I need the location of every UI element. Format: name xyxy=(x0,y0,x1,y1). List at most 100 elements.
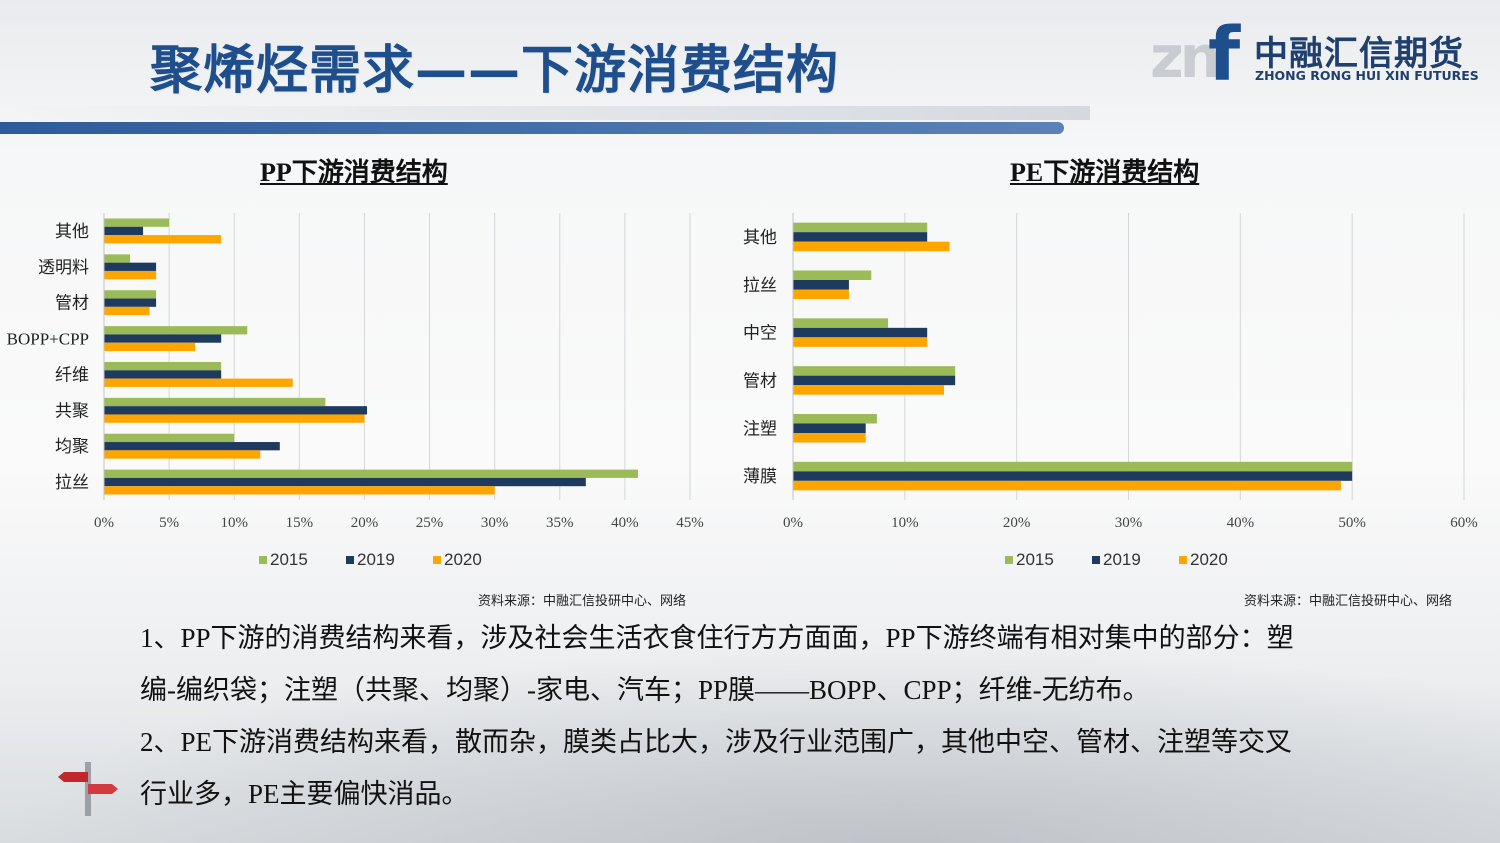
x-tick-label: 10% xyxy=(891,515,919,531)
company-logo: zn f 中融汇信期货 ZHONG RONG HUI XIN FUTURES xyxy=(1150,18,1479,92)
bar-2020 xyxy=(104,235,222,244)
pe-chart-source: 资料来源：中融汇信投研中心、网络 xyxy=(1244,594,1453,609)
bar-2020 xyxy=(793,241,950,252)
bar-2020 xyxy=(104,486,495,495)
background-swoosh xyxy=(0,640,1500,843)
x-tick-label: 20% xyxy=(351,515,379,531)
x-tick-label: 40% xyxy=(611,515,639,531)
legend-label: 2015 xyxy=(270,550,308,569)
bar-2019 xyxy=(793,423,866,433)
x-tick-label: 25% xyxy=(416,515,444,531)
bar-2019 xyxy=(104,442,280,451)
bar-2020 xyxy=(104,450,261,459)
legend-swatch xyxy=(259,556,267,564)
bar-2015 xyxy=(104,433,235,443)
bar-2019 xyxy=(104,406,368,415)
bar-2020 xyxy=(104,414,365,423)
x-tick-label: 35% xyxy=(546,515,574,531)
header-shadow-band xyxy=(0,106,1090,120)
x-tick-label: 5% xyxy=(159,515,179,531)
logo-company-english: ZHONG RONG HUI XIN FUTURES xyxy=(1255,68,1479,83)
legend-swatch xyxy=(1092,556,1100,564)
bar-2019 xyxy=(104,226,144,236)
paragraph-pe-line2: 行业多，PE主要偏快消品。 xyxy=(140,779,469,809)
page-title: 聚烯烃需求——下游消费结构 xyxy=(150,41,840,101)
legend-swatch xyxy=(1005,556,1013,564)
category-label: 中空 xyxy=(743,324,777,343)
bar-2019 xyxy=(793,232,928,242)
legend-swatch xyxy=(433,556,441,564)
legend-label: 2019 xyxy=(1103,550,1141,569)
bar-2019 xyxy=(104,370,222,379)
bar-2015 xyxy=(104,290,157,299)
category-label: 共聚 xyxy=(55,401,89,420)
category-label: 注塑 xyxy=(743,419,777,438)
bar-2020 xyxy=(104,342,196,352)
x-tick-label: 40% xyxy=(1227,515,1255,531)
bar-2019 xyxy=(104,334,222,343)
legend-swatch xyxy=(1179,556,1187,564)
bar-2015 xyxy=(793,461,1353,472)
bar-2020 xyxy=(793,289,849,299)
bar-2015 xyxy=(793,270,872,280)
bar-2019 xyxy=(104,477,586,487)
bar-2019 xyxy=(793,375,956,386)
bar-2015 xyxy=(104,254,131,263)
bar-2020 xyxy=(793,480,1341,491)
paragraph-pe-line1: 2、PE下游消费结构来看，散而杂，膜类占比大，涉及行业范围广，其他中空、管材、注… xyxy=(140,727,1293,757)
x-tick-label: 10% xyxy=(220,515,248,531)
logo-mark: zn xyxy=(1150,23,1221,91)
pp-chart-source: 资料来源：中融汇信投研中心、网络 xyxy=(478,594,687,609)
paragraph-pp-line2: 编-编织袋；注塑（共聚、均聚）-家电、汽车；PP膜——BOPP、CPP；纤维-无… xyxy=(140,675,1150,705)
bar-2020 xyxy=(793,433,866,443)
category-label: 均聚 xyxy=(55,437,89,456)
x-tick-label: 30% xyxy=(481,515,509,531)
pe-chart-title: PE下游消费结构 xyxy=(1010,158,1200,187)
bar-2019 xyxy=(793,280,849,290)
bar-2015 xyxy=(104,326,248,335)
legend-label: 2019 xyxy=(357,550,395,569)
logo-company-name: 中融汇信期货 xyxy=(1254,34,1464,74)
bar-2015 xyxy=(793,414,877,424)
x-tick-label: 30% xyxy=(1115,515,1143,531)
category-label: 其他 xyxy=(55,222,89,241)
legend-label: 2020 xyxy=(444,550,482,569)
bar-2015 xyxy=(793,222,928,233)
bar-2020 xyxy=(104,270,157,280)
pp-chart-title: PP下游消费结构 xyxy=(260,158,448,187)
bar-2015 xyxy=(104,361,222,371)
x-tick-label: 60% xyxy=(1450,515,1478,531)
legend-label: 2015 xyxy=(1016,550,1054,569)
signpost-icon xyxy=(58,762,118,816)
bar-2020 xyxy=(104,378,293,387)
x-tick-label: 45% xyxy=(676,515,704,531)
bar-2019 xyxy=(104,298,157,307)
x-tick-label: 20% xyxy=(1003,515,1031,531)
category-label: 其他 xyxy=(743,228,777,247)
legend-swatch xyxy=(346,556,354,564)
bar-2020 xyxy=(104,306,150,316)
category-label: BOPP+CPP xyxy=(7,330,89,349)
category-label: 拉丝 xyxy=(743,276,777,295)
category-label: 透明料 xyxy=(38,258,89,277)
bar-2019 xyxy=(793,471,1353,481)
category-label: 管材 xyxy=(743,371,777,390)
bar-2015 xyxy=(104,397,326,407)
x-tick-label: 50% xyxy=(1338,515,1366,531)
legend-label: 2020 xyxy=(1190,550,1228,569)
bar-2020 xyxy=(793,337,928,347)
bar-2015 xyxy=(793,318,889,328)
category-label: 管材 xyxy=(55,294,89,313)
bar-2019 xyxy=(793,327,928,338)
bar-2020 xyxy=(793,385,944,395)
paragraph-pp-line1: 1、PP下游的消费结构来看，涉及社会生活衣食住行方方面面，PP下游终端有相对集中… xyxy=(140,623,1294,653)
x-tick-label: 0% xyxy=(94,515,114,531)
bar-2015 xyxy=(104,469,638,478)
category-label: 纤维 xyxy=(55,365,89,384)
bar-2015 xyxy=(104,218,170,227)
category-label: 薄膜 xyxy=(743,467,777,486)
x-tick-label: 15% xyxy=(286,515,314,531)
header-band xyxy=(0,122,1064,134)
